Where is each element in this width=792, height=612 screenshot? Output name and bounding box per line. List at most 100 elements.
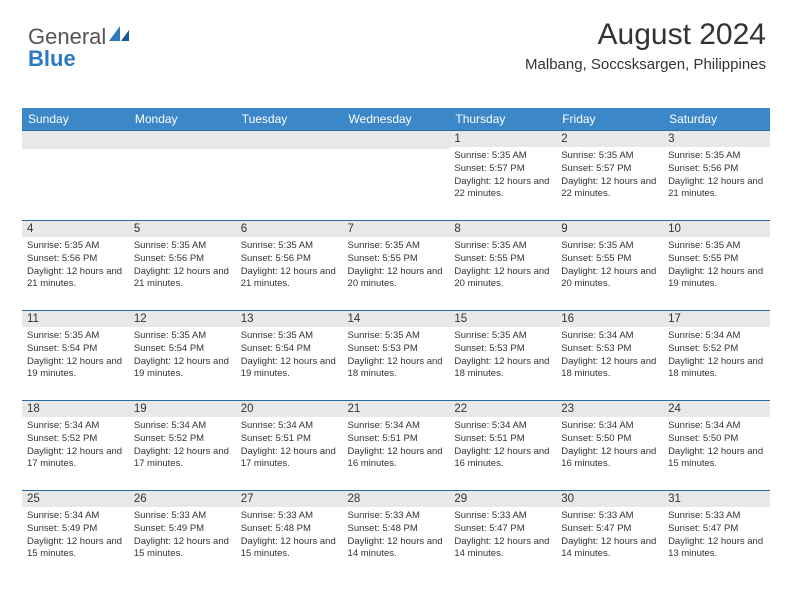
calendar-day: 18Sunrise: 5:34 AMSunset: 5:52 PMDayligh… xyxy=(22,401,129,491)
day-number: 6 xyxy=(236,221,343,237)
day-header: Tuesday xyxy=(236,108,343,131)
day-details: Sunrise: 5:34 AMSunset: 5:51 PMDaylight:… xyxy=(236,417,343,474)
calendar-day: 12Sunrise: 5:35 AMSunset: 5:54 PMDayligh… xyxy=(129,311,236,401)
sunrise: Sunrise: 5:35 AM xyxy=(241,240,338,253)
daylight: Daylight: 12 hours and 18 minutes. xyxy=(668,356,765,382)
day-details: Sunrise: 5:35 AMSunset: 5:53 PMDaylight:… xyxy=(449,327,556,384)
daylight: Daylight: 12 hours and 14 minutes. xyxy=(561,536,658,562)
sunset: Sunset: 5:48 PM xyxy=(241,523,338,536)
day-details: Sunrise: 5:33 AMSunset: 5:47 PMDaylight:… xyxy=(556,507,663,564)
daylight: Daylight: 12 hours and 21 minutes. xyxy=(668,176,765,202)
daylight: Daylight: 12 hours and 19 minutes. xyxy=(668,266,765,292)
day-details: Sunrise: 5:34 AMSunset: 5:52 PMDaylight:… xyxy=(22,417,129,474)
day-header-row: SundayMondayTuesdayWednesdayThursdayFrid… xyxy=(22,108,770,131)
sunrise: Sunrise: 5:33 AM xyxy=(241,510,338,523)
day-number: 11 xyxy=(22,311,129,327)
sunrise: Sunrise: 5:35 AM xyxy=(561,150,658,163)
daylight: Daylight: 12 hours and 20 minutes. xyxy=(348,266,445,292)
calendar-body: 1Sunrise: 5:35 AMSunset: 5:57 PMDaylight… xyxy=(22,131,770,581)
day-number: 9 xyxy=(556,221,663,237)
day-details: Sunrise: 5:35 AMSunset: 5:54 PMDaylight:… xyxy=(236,327,343,384)
daylight: Daylight: 12 hours and 21 minutes. xyxy=(27,266,124,292)
day-number: 23 xyxy=(556,401,663,417)
day-details: Sunrise: 5:35 AMSunset: 5:55 PMDaylight:… xyxy=(663,237,770,294)
daylight: Daylight: 12 hours and 19 minutes. xyxy=(134,356,231,382)
sunrise: Sunrise: 5:33 AM xyxy=(134,510,231,523)
sunset: Sunset: 5:51 PM xyxy=(348,433,445,446)
sunrise: Sunrise: 5:35 AM xyxy=(454,330,551,343)
calendar-day: 16Sunrise: 5:34 AMSunset: 5:53 PMDayligh… xyxy=(556,311,663,401)
day-details: Sunrise: 5:35 AMSunset: 5:56 PMDaylight:… xyxy=(236,237,343,294)
day-header: Wednesday xyxy=(343,108,450,131)
daylight: Daylight: 12 hours and 16 minutes. xyxy=(348,446,445,472)
day-number: 1 xyxy=(449,131,556,147)
day-details: Sunrise: 5:33 AMSunset: 5:47 PMDaylight:… xyxy=(663,507,770,564)
sunrise: Sunrise: 5:35 AM xyxy=(348,330,445,343)
sunset: Sunset: 5:50 PM xyxy=(561,433,658,446)
sunset: Sunset: 5:51 PM xyxy=(454,433,551,446)
sunset: Sunset: 5:47 PM xyxy=(668,523,765,536)
daylight: Daylight: 12 hours and 22 minutes. xyxy=(561,176,658,202)
day-number: 16 xyxy=(556,311,663,327)
sunset: Sunset: 5:53 PM xyxy=(454,343,551,356)
day-details: Sunrise: 5:33 AMSunset: 5:48 PMDaylight:… xyxy=(236,507,343,564)
calendar-day: 15Sunrise: 5:35 AMSunset: 5:53 PMDayligh… xyxy=(449,311,556,401)
day-details: Sunrise: 5:35 AMSunset: 5:55 PMDaylight:… xyxy=(343,237,450,294)
sunset: Sunset: 5:50 PM xyxy=(668,433,765,446)
sunset: Sunset: 5:56 PM xyxy=(241,253,338,266)
day-number: 26 xyxy=(129,491,236,507)
day-number: 29 xyxy=(449,491,556,507)
sunset: Sunset: 5:54 PM xyxy=(241,343,338,356)
logo-text-2: Blue xyxy=(28,46,76,71)
day-number: 10 xyxy=(663,221,770,237)
day-number: 21 xyxy=(343,401,450,417)
daylight: Daylight: 12 hours and 15 minutes. xyxy=(241,536,338,562)
day-number: 28 xyxy=(343,491,450,507)
calendar-day: 29Sunrise: 5:33 AMSunset: 5:47 PMDayligh… xyxy=(449,491,556,581)
day-details: Sunrise: 5:34 AMSunset: 5:52 PMDaylight:… xyxy=(663,327,770,384)
sunrise: Sunrise: 5:34 AM xyxy=(454,420,551,433)
day-details: Sunrise: 5:34 AMSunset: 5:53 PMDaylight:… xyxy=(556,327,663,384)
sunrise: Sunrise: 5:35 AM xyxy=(561,240,658,253)
day-details: Sunrise: 5:34 AMSunset: 5:51 PMDaylight:… xyxy=(449,417,556,474)
sunrise: Sunrise: 5:35 AM xyxy=(241,330,338,343)
day-number: 13 xyxy=(236,311,343,327)
calendar-day: 11Sunrise: 5:35 AMSunset: 5:54 PMDayligh… xyxy=(22,311,129,401)
sunset: Sunset: 5:52 PM xyxy=(27,433,124,446)
day-details: Sunrise: 5:33 AMSunset: 5:48 PMDaylight:… xyxy=(343,507,450,564)
sunrise: Sunrise: 5:35 AM xyxy=(454,240,551,253)
day-details: Sunrise: 5:35 AMSunset: 5:56 PMDaylight:… xyxy=(663,147,770,204)
logo-sail-icon xyxy=(109,24,131,50)
daylight: Daylight: 12 hours and 18 minutes. xyxy=(348,356,445,382)
day-details: Sunrise: 5:35 AMSunset: 5:55 PMDaylight:… xyxy=(556,237,663,294)
sunrise: Sunrise: 5:34 AM xyxy=(27,420,124,433)
calendar-day xyxy=(22,131,129,221)
day-number: 2 xyxy=(556,131,663,147)
sunset: Sunset: 5:56 PM xyxy=(27,253,124,266)
day-header: Monday xyxy=(129,108,236,131)
sunrise: Sunrise: 5:35 AM xyxy=(27,330,124,343)
sunset: Sunset: 5:55 PM xyxy=(668,253,765,266)
day-details: Sunrise: 5:33 AMSunset: 5:47 PMDaylight:… xyxy=(449,507,556,564)
sunset: Sunset: 5:54 PM xyxy=(27,343,124,356)
sunset: Sunset: 5:47 PM xyxy=(454,523,551,536)
calendar-day: 21Sunrise: 5:34 AMSunset: 5:51 PMDayligh… xyxy=(343,401,450,491)
calendar-day: 8Sunrise: 5:35 AMSunset: 5:55 PMDaylight… xyxy=(449,221,556,311)
sunrise: Sunrise: 5:34 AM xyxy=(241,420,338,433)
daylight: Daylight: 12 hours and 18 minutes. xyxy=(454,356,551,382)
sunrise: Sunrise: 5:35 AM xyxy=(134,330,231,343)
sunrise: Sunrise: 5:34 AM xyxy=(134,420,231,433)
day-number: 12 xyxy=(129,311,236,327)
calendar-week: 25Sunrise: 5:34 AMSunset: 5:49 PMDayligh… xyxy=(22,491,770,581)
sunrise: Sunrise: 5:34 AM xyxy=(561,420,658,433)
calendar-day xyxy=(343,131,450,221)
day-number: 22 xyxy=(449,401,556,417)
calendar-day: 17Sunrise: 5:34 AMSunset: 5:52 PMDayligh… xyxy=(663,311,770,401)
daylight: Daylight: 12 hours and 14 minutes. xyxy=(348,536,445,562)
day-details: Sunrise: 5:35 AMSunset: 5:57 PMDaylight:… xyxy=(449,147,556,204)
day-number xyxy=(343,131,450,149)
daylight: Daylight: 12 hours and 17 minutes. xyxy=(241,446,338,472)
sunrise: Sunrise: 5:34 AM xyxy=(668,330,765,343)
sunrise: Sunrise: 5:33 AM xyxy=(454,510,551,523)
day-number xyxy=(22,131,129,149)
